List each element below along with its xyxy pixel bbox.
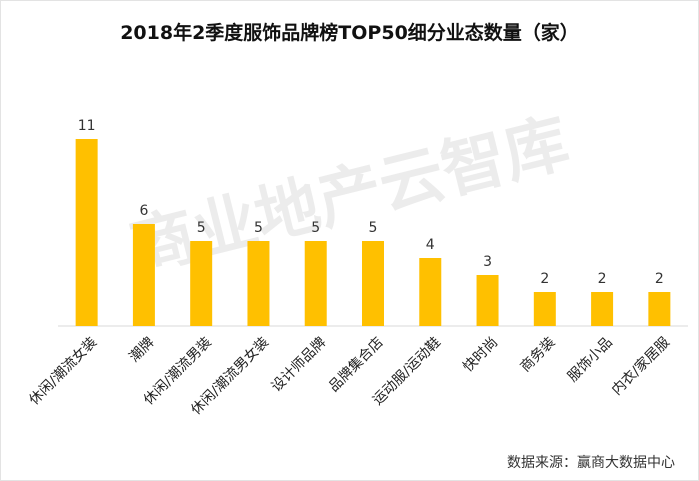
data-label-6: 4 [426,237,435,253]
data-label-8: 2 [540,271,549,287]
bar-7 [476,275,499,326]
data-label-10: 2 [655,271,664,287]
bar-0 [75,139,98,326]
bar-4 [304,241,327,326]
category-label-10: 内衣/家居服 [608,334,673,399]
data-label-2: 5 [197,220,206,236]
category-label-1: 潮牌 [126,334,158,366]
data-label-0: 11 [78,118,96,134]
category-label-9: 服饰小品 [565,334,616,385]
data-label-7: 3 [483,254,492,270]
bar-5 [362,241,384,326]
bar-9 [591,292,614,326]
data-label-5: 5 [369,220,378,236]
bar-8 [533,292,556,326]
category-label-5: 品牌集合店 [325,334,387,396]
category-label-8: 商务装 [517,334,558,375]
bar-2 [190,241,213,326]
bar-1 [132,224,155,326]
data-label-1: 6 [139,203,148,219]
bar-6 [419,258,442,326]
category-label-7: 快时尚 [460,334,501,375]
bar-10 [648,292,671,326]
category-label-0: 休闲/潮流女装 [26,334,101,409]
data-source-note: 数据来源：赢商大数据中心 [507,455,675,471]
chart-title: 2018年2季度服饰品牌榜TOP50细分业态数量（家） [120,22,579,44]
data-label-9: 2 [598,271,607,287]
data-label-4: 5 [311,220,320,236]
bar-3 [247,241,270,326]
data-label-3: 5 [254,220,263,236]
category-label-4: 设计师品牌 [268,334,330,396]
